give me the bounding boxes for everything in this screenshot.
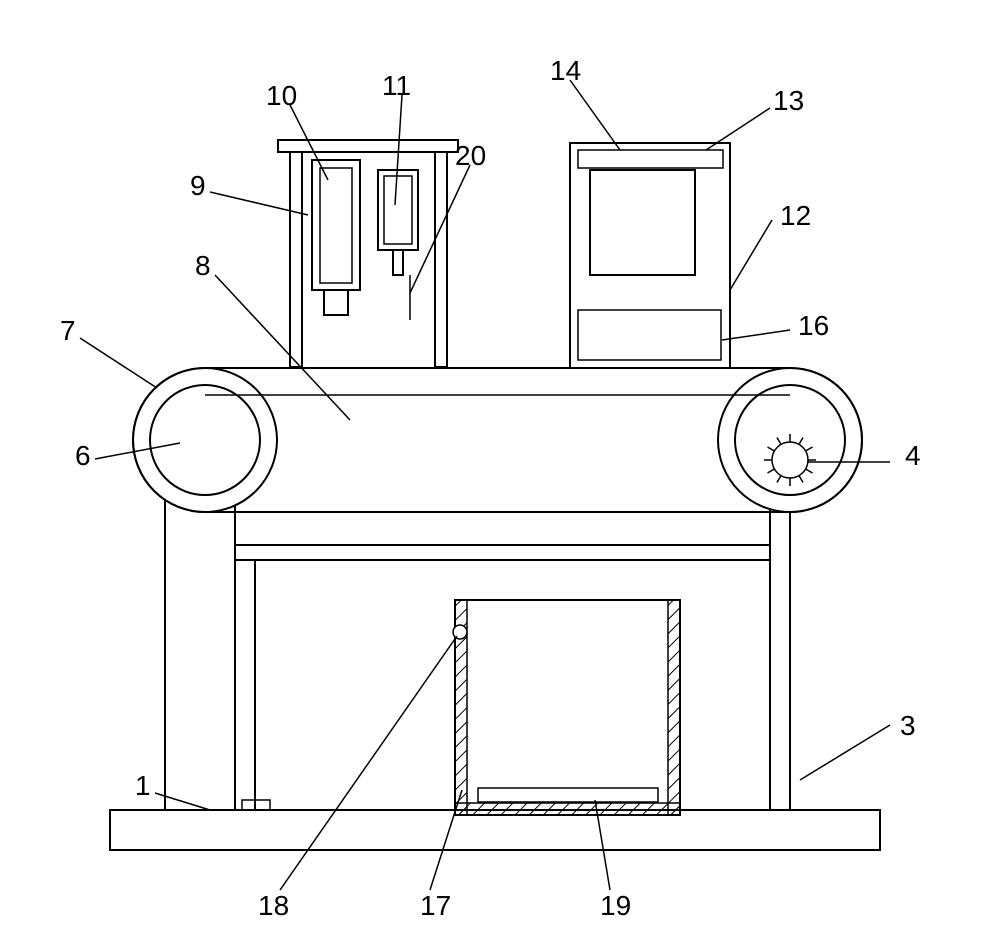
technical-diagram: 134678910111213141617181920 [0,0,1000,950]
unit-11-nozzle [393,250,403,275]
label-8: 8 [195,250,211,281]
leader-line-4 [80,338,157,388]
label-1: 1 [135,770,151,801]
leader-line-10 [730,220,772,290]
leader-line-1 [800,725,890,780]
leader-line-15 [280,636,457,890]
left-tower-post-l [290,152,302,367]
label-19: 19 [600,890,631,921]
label-10: 10 [266,80,297,111]
left-tower-post-r [435,152,447,367]
label-17: 17 [420,890,451,921]
container-handle [453,625,467,639]
label-3: 3 [900,710,916,741]
container-outer [455,600,680,815]
label-18: 18 [258,890,289,921]
label-6: 6 [75,440,91,471]
leader-line-13 [722,330,790,340]
label-20: 20 [455,140,486,171]
leader-line-0 [155,793,210,810]
unit-10-bottom [324,290,348,315]
label-16: 16 [798,310,829,341]
leader-line-11 [706,108,770,150]
label-14: 14 [550,55,581,86]
unit-10-outer [312,160,360,290]
left-tower-topbar [278,140,458,152]
label-13: 13 [773,85,804,116]
label-4: 4 [905,440,921,471]
label-12: 12 [780,200,811,231]
label-7: 7 [60,315,76,346]
leader-line-12 [570,80,620,150]
right-tower-body [570,143,730,368]
container-right-wall [668,600,680,815]
label-9: 9 [190,170,206,201]
label-11: 11 [382,70,411,101]
leader-line-14 [430,790,462,890]
container-plate [478,788,658,802]
left-leg [165,470,235,810]
container-bottom-wall [455,803,680,815]
